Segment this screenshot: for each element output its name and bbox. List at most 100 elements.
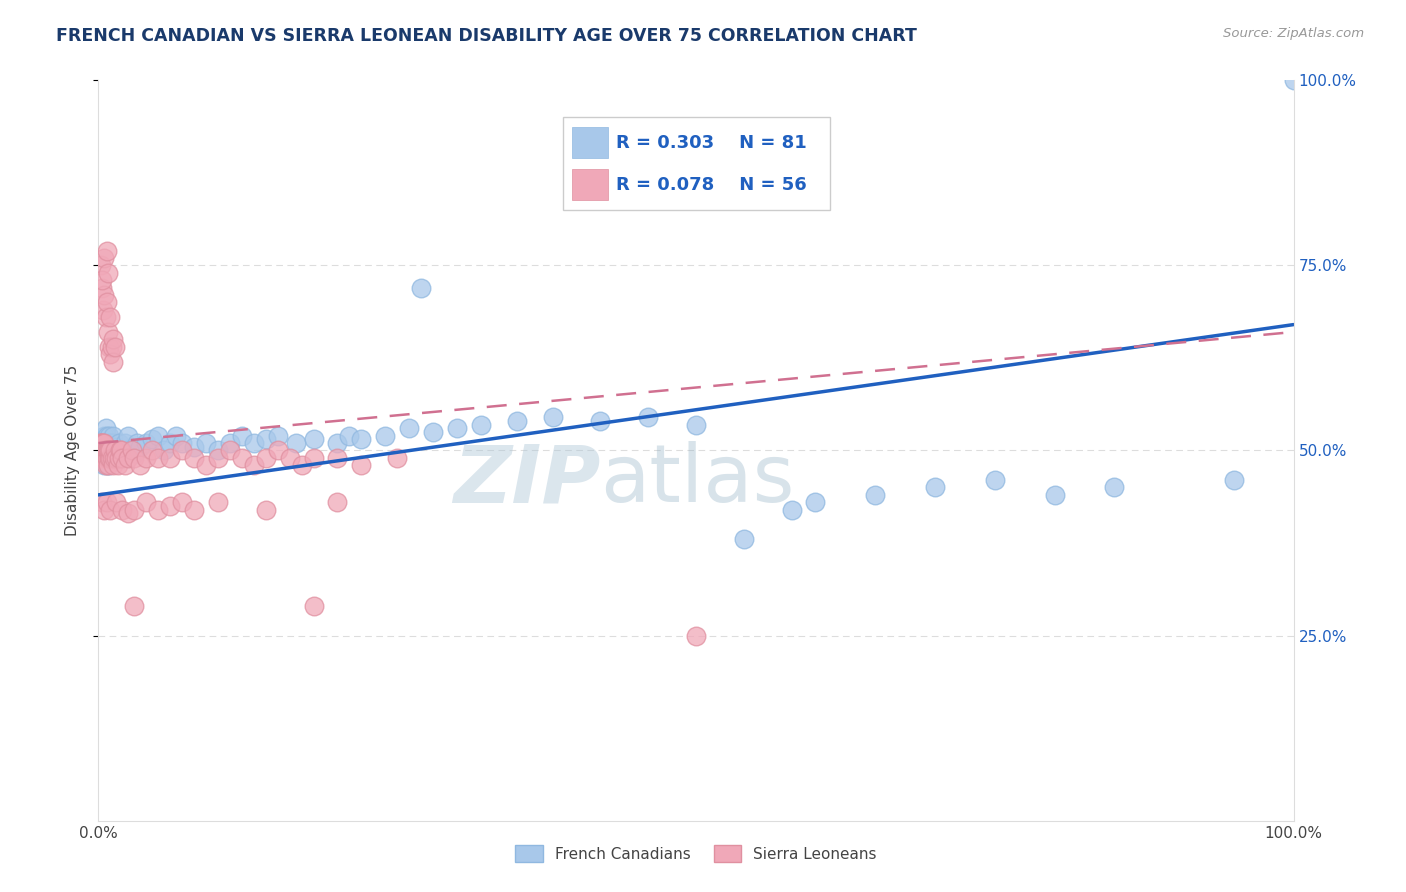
Point [91,436,114,450]
Point [93,288,115,302]
Point [302,450,325,465]
Point [284,436,307,450]
Point [94,436,117,450]
Point [93,443,115,458]
Point [1282,73,1305,87]
Point [172,495,194,509]
Point [219,436,242,450]
Point [104,340,127,354]
Point [129,440,152,454]
Point [129,458,152,473]
Point [97,443,120,458]
Point [148,428,170,442]
Point [326,495,349,509]
Point [148,450,170,465]
Point [278,450,301,465]
Point [97,443,120,458]
Point [100,450,122,465]
Point [117,450,139,465]
Point [91,495,114,509]
Point [97,450,120,465]
Point [541,410,564,425]
Point [94,421,117,435]
Point [254,502,277,516]
Point [114,458,136,473]
Point [115,443,138,458]
Point [91,447,114,461]
Point [100,443,122,458]
Bar [572,169,607,201]
Point [195,458,218,473]
Point [94,458,117,473]
Point [207,443,229,458]
Legend: French Canadians, Sierra Leoneans: French Canadians, Sierra Leoneans [509,838,883,869]
Point [153,443,176,458]
Point [111,450,134,465]
Point [93,436,115,450]
Point [100,340,122,354]
Point [94,443,117,458]
Point [219,443,242,458]
Point [231,450,253,465]
Point [685,628,707,642]
Point [411,280,433,294]
Point [101,436,124,450]
Point [398,421,420,435]
Point [90,450,112,465]
Point [243,436,266,450]
Point [135,436,157,450]
Point [96,450,118,465]
Point [121,443,143,458]
Point [108,443,131,458]
Point [135,450,157,465]
Point [101,332,124,346]
Point [93,251,115,265]
Point [98,450,122,465]
Point [302,433,325,447]
Point [339,428,361,442]
Point [107,458,129,473]
Point [89,436,111,450]
Point [91,436,114,450]
Point [98,443,121,458]
Point [506,414,529,428]
Point [110,443,132,458]
Point [111,443,134,458]
Point [637,410,659,425]
Text: FRENCH CANADIAN VS SIERRA LEONEAN DISABILITY AGE OVER 75 CORRELATION CHART: FRENCH CANADIAN VS SIERRA LEONEAN DISABI… [56,27,917,45]
Point [183,502,205,516]
Point [98,450,121,465]
Point [350,458,373,473]
Point [326,450,349,465]
Point [865,488,887,502]
Point [98,443,122,458]
Point [117,428,139,442]
Point [111,502,134,516]
Point [804,495,827,509]
Point [96,495,118,509]
Point [96,443,118,458]
Point [135,495,157,509]
Point [89,443,111,458]
Point [183,440,205,454]
Point [91,280,114,294]
Point [124,450,146,465]
Point [98,458,121,473]
Point [98,502,122,516]
Point [96,244,118,258]
Point [1104,480,1126,494]
Point [685,417,707,432]
Point [96,443,118,458]
Point [100,450,122,465]
Point [94,310,117,325]
Point [733,533,755,547]
Point [104,443,127,458]
Point [141,433,163,447]
Point [93,502,115,516]
Point [302,599,325,613]
Point [90,443,112,458]
Point [105,495,128,509]
Point [101,428,124,442]
Point [108,443,131,458]
Point [1043,488,1066,502]
